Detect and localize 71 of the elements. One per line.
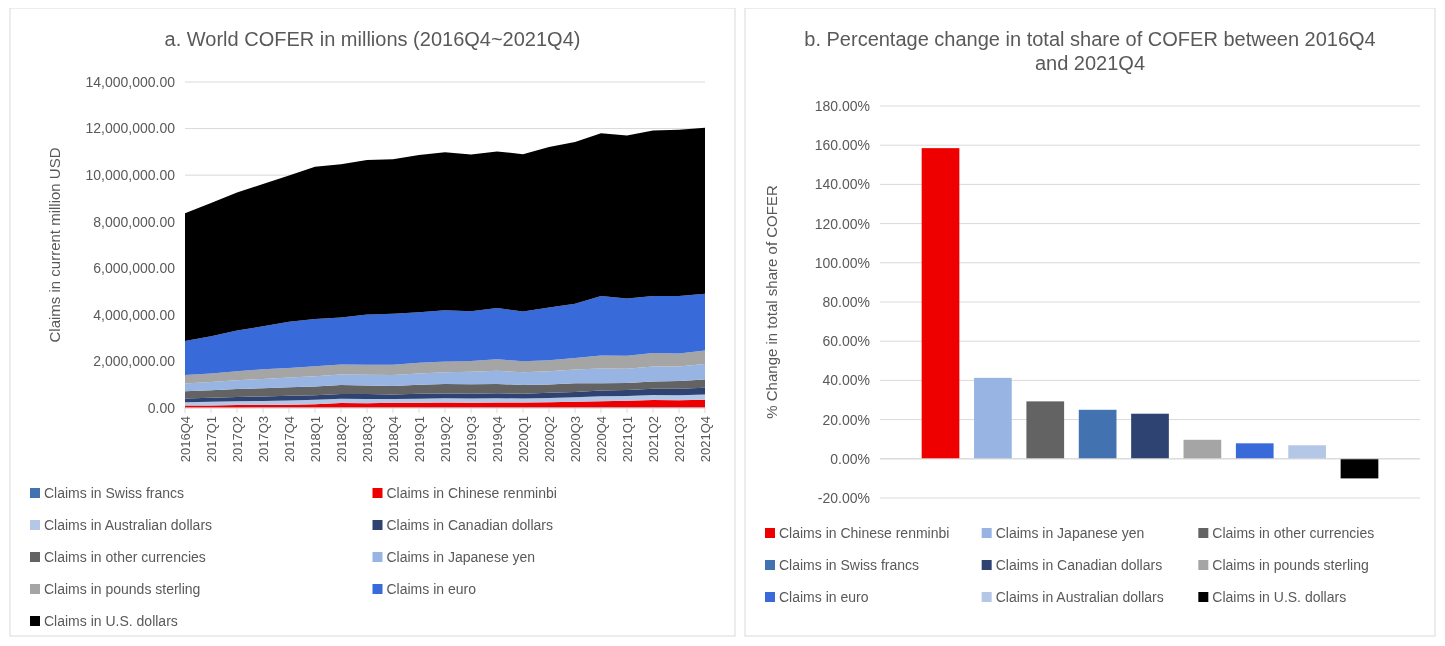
chart-title: a. World COFER in millions (2016Q4~2021Q4) — [164, 28, 581, 50]
x-tick-label: 2021Q1 — [620, 416, 635, 463]
y-tick-label: 20.00% — [822, 411, 870, 428]
legend-label: Claims in Swiss francs — [779, 556, 920, 573]
y-tick-label: 160.00% — [814, 137, 870, 154]
x-tick-label: 2021Q4 — [698, 416, 713, 463]
x-tick-label: 2018Q3 — [360, 416, 375, 463]
legend-label: Claims in Australian dollars — [44, 516, 213, 533]
legend-label: Claims in Japanese yen — [995, 524, 1145, 541]
x-tick-label: 2017Q2 — [230, 416, 245, 463]
x-tick-label: 2018Q4 — [386, 416, 401, 463]
y-tick-label: 40.00% — [822, 372, 870, 389]
x-tick-label: 2017Q1 — [204, 416, 219, 463]
y-tick-label: 12,000,000.00 — [85, 120, 176, 137]
legend-label: Claims in Canadian dollars — [386, 516, 554, 533]
y-tick-label: 0.00 — [147, 399, 176, 416]
legend-label: Claims in Australian dollars — [995, 588, 1164, 605]
legend-label: Claims in Swiss francs — [44, 484, 185, 501]
bar — [1235, 443, 1274, 459]
chart-title: b. Percentage change in total share of COFER between 2016Q4 and 2021Q4 — [804, 28, 1376, 74]
legend-label: Claims in Chinese renminbi — [779, 524, 950, 541]
y-tick-label: 100.00% — [814, 254, 870, 271]
bar — [1026, 401, 1065, 459]
x-tick-label: 2020Q2 — [542, 416, 557, 463]
bar — [1340, 458, 1379, 479]
legend-label: Claims in U.S. dollars — [1212, 588, 1347, 605]
legend-label: Claims in other currencies — [1212, 524, 1375, 541]
x-tick-label: 2019Q2 — [438, 416, 453, 463]
y-tick-label: 140.00% — [814, 176, 870, 193]
legend-label: Claims in U.S. dollars — [44, 612, 178, 629]
y-axis-title: % Change in total share of COFER — [763, 185, 780, 419]
y-tick-label: 10,000,000.00 — [85, 167, 176, 184]
bar — [1183, 439, 1222, 459]
legend-label: Claims in Canadian dollars — [995, 556, 1163, 573]
x-tick-label: 2021Q2 — [646, 416, 661, 463]
y-tick-label: 120.00% — [814, 215, 870, 232]
y-tick-label: 0.00% — [830, 450, 870, 467]
legend-label: Claims in Chinese renminbi — [386, 484, 557, 501]
x-tick-label: 2017Q3 — [256, 416, 271, 463]
bar — [1131, 413, 1169, 459]
x-tick-label: 2017Q4 — [282, 416, 297, 463]
y-tick-label: 60.00% — [822, 333, 870, 350]
legend-label: Claims in euro — [779, 588, 869, 605]
legend-label: Claims in pounds sterling — [1212, 556, 1369, 573]
legend-label: Claims in Japanese yen — [386, 548, 536, 565]
x-tick-label: 2020Q1 — [516, 416, 531, 463]
x-tick-label: 2018Q2 — [334, 416, 349, 463]
y-tick-label: 6,000,000.00 — [93, 260, 176, 277]
y-tick-label: 4,000,000.00 — [93, 306, 176, 323]
bar — [1288, 445, 1326, 459]
y-tick-label: 8,000,000.00 — [93, 213, 176, 230]
x-tick-label: 2019Q4 — [490, 416, 505, 463]
legend-label: Claims in euro — [386, 580, 477, 597]
y-tick-label: 14,000,000.00 — [85, 73, 176, 90]
x-tick-label: 2019Q3 — [464, 416, 479, 463]
y-tick-label: 80.00% — [822, 293, 870, 310]
y-tick-label: 2,000,000.00 — [93, 353, 176, 370]
x-tick-label: 2018Q1 — [308, 416, 323, 463]
x-tick-label: 2020Q3 — [568, 416, 583, 463]
x-tick-label: 2019Q1 — [412, 416, 427, 463]
bar — [921, 148, 960, 459]
y-tick-label: 180.00% — [814, 97, 870, 114]
y-axis-title: Claims in current million USD — [46, 147, 63, 343]
y-tick-label: -20.00% — [817, 489, 870, 506]
x-tick-label: 2021Q3 — [672, 416, 687, 463]
x-tick-label: 2016Q4 — [178, 416, 193, 463]
bar — [974, 377, 1012, 459]
legend-label: Claims in other currencies — [44, 548, 206, 565]
bar — [1078, 409, 1117, 459]
legend-label: Claims in pounds sterling — [44, 580, 201, 597]
x-tick-label: 2020Q4 — [594, 416, 609, 463]
